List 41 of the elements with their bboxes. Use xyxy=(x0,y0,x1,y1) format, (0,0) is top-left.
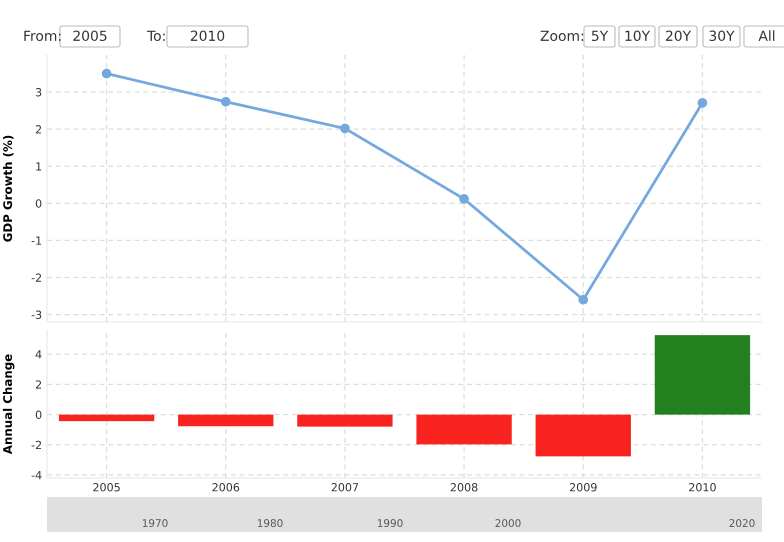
y-tick-label: -2 xyxy=(32,273,42,282)
y-tick-label: 2 xyxy=(36,380,42,389)
y-tick-label: -3 xyxy=(32,310,42,319)
point xyxy=(698,98,708,108)
text: 20Y xyxy=(666,30,692,42)
y-tick-label: 0 xyxy=(36,199,42,208)
y-tick-label: 1 xyxy=(36,162,42,170)
text: 2005 xyxy=(73,30,106,42)
y-tick-label: 0 xyxy=(36,410,42,419)
text: 30Y xyxy=(709,30,735,42)
y-axis-title: Annual Change xyxy=(2,354,14,454)
text: To: xyxy=(146,30,165,42)
y-tick-label: -4 xyxy=(32,471,42,480)
point xyxy=(578,294,588,305)
x-tick-label: 2005 xyxy=(93,483,120,492)
point xyxy=(459,194,469,204)
text: 1980 xyxy=(258,519,283,528)
text: From: xyxy=(24,30,60,42)
y-tick-label: -1 xyxy=(32,236,42,245)
x-tick-label: 2007 xyxy=(332,483,358,492)
text: 5Y xyxy=(592,30,608,42)
text: 2000 xyxy=(496,519,521,528)
y-tick-label: 4 xyxy=(36,350,42,358)
point xyxy=(340,124,350,134)
x-tick-label: 2006 xyxy=(212,483,240,492)
text: 1970 xyxy=(142,519,168,528)
y-tick-label: -2 xyxy=(32,440,42,449)
x-tick-label: 2008 xyxy=(450,483,478,492)
y-tick-label: 3 xyxy=(36,88,42,96)
y-axis-title: GDP Growth (%) xyxy=(2,136,14,242)
text: 2010 xyxy=(190,30,224,42)
x-tick-label: 2009 xyxy=(570,483,597,492)
text: Zoom: xyxy=(540,30,584,42)
point xyxy=(102,68,112,78)
text: 10Y xyxy=(625,30,650,42)
text: 1990 xyxy=(378,519,403,528)
text: All xyxy=(758,30,774,41)
x-tick-label: 2010 xyxy=(689,483,716,492)
point xyxy=(220,96,231,107)
text: 2020 xyxy=(730,519,755,528)
y-tick-label: 2 xyxy=(36,125,42,134)
